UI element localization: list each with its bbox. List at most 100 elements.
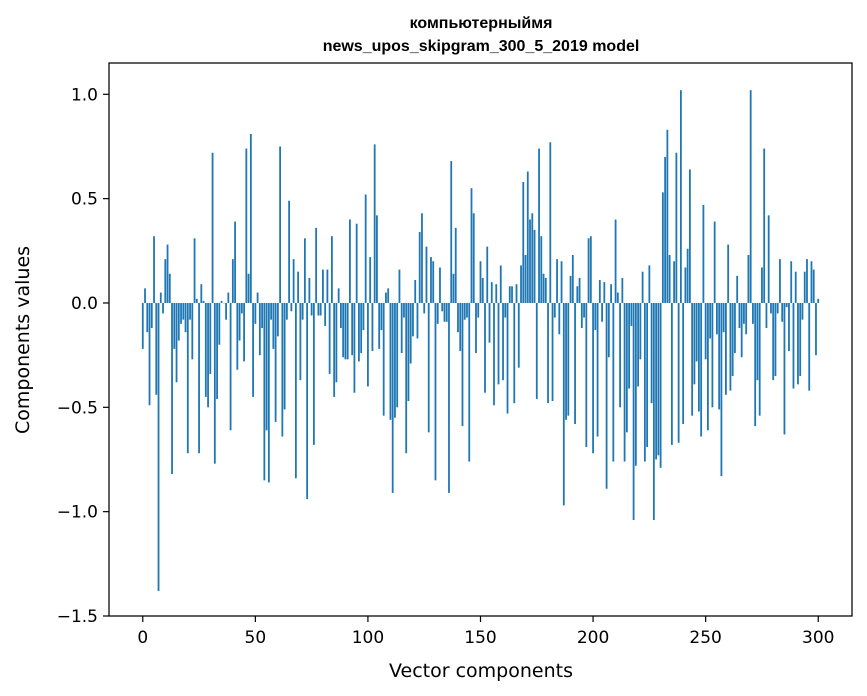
bar-267	[743, 302, 745, 324]
bar-15	[175, 302, 178, 383]
bar-241	[684, 267, 687, 303]
bar-61	[279, 146, 282, 303]
bar-30	[209, 302, 212, 374]
x-axis-ticks: 0 50 100 150 200 250 300	[137, 616, 834, 648]
bar-111	[391, 302, 394, 493]
bar-200	[592, 302, 594, 454]
bar-183	[553, 302, 556, 318]
bar-110	[389, 302, 392, 420]
bar-113	[396, 302, 399, 408]
bar-185	[558, 302, 561, 335]
bar-17	[180, 302, 182, 324]
bar-112	[394, 302, 396, 418]
bar-163	[508, 286, 511, 303]
bar-277	[765, 302, 768, 329]
bar-137	[450, 161, 453, 303]
y-tick-label: 0.0	[71, 294, 98, 314]
bar-265	[738, 302, 741, 329]
bar-133	[441, 302, 444, 312]
x-tick-label: 150	[464, 628, 496, 648]
bar-147	[472, 213, 475, 303]
bar-191	[571, 254, 574, 303]
bar-207	[607, 302, 610, 358]
bar-251	[707, 302, 709, 431]
bar-91	[346, 302, 349, 360]
bar-8	[159, 292, 162, 303]
x-tick-label: 100	[352, 628, 384, 648]
bar-186	[560, 261, 563, 303]
bar-81	[324, 302, 327, 326]
bar-78	[317, 302, 320, 316]
bar-243	[688, 169, 691, 303]
bar-177	[540, 236, 543, 303]
bar-94	[353, 302, 356, 393]
bar-279	[770, 302, 772, 314]
bar-18	[182, 302, 185, 320]
bar-260	[727, 244, 730, 303]
bar-56	[267, 302, 270, 483]
bar-103	[373, 144, 376, 303]
bar-141	[459, 302, 462, 351]
bar-143	[463, 302, 466, 320]
bar-286	[785, 302, 788, 308]
bar-164	[511, 286, 513, 303]
bar-129	[432, 261, 435, 303]
bar-270	[749, 90, 752, 303]
bar-181	[549, 142, 552, 303]
bar-230	[659, 302, 662, 468]
bar-224	[646, 302, 649, 447]
bar-222	[641, 271, 644, 303]
y-axis-ticks: −1.5 −1.0 −0.5 0.0 0.5 1.0	[57, 85, 109, 627]
bar-228	[655, 302, 658, 460]
x-tick-label: 250	[689, 628, 721, 648]
bar-140	[457, 302, 459, 333]
bar-55	[265, 302, 268, 431]
y-axis-label: Components values	[12, 246, 34, 434]
bar-57	[270, 302, 273, 320]
bar-208	[610, 284, 612, 303]
bar-229	[657, 302, 660, 456]
bar-252	[709, 302, 712, 339]
bar-19	[184, 302, 187, 333]
bar-135	[445, 302, 448, 322]
bar-65	[288, 200, 291, 303]
bar-39	[229, 302, 232, 431]
bar-240	[682, 302, 685, 425]
bar-189	[567, 302, 570, 416]
bar-7	[157, 302, 160, 591]
bar-44	[240, 302, 243, 314]
bar-47	[247, 273, 250, 303]
bar-168	[520, 265, 522, 303]
bar-25	[198, 302, 200, 454]
bar-77	[315, 227, 318, 303]
bar-194	[578, 277, 581, 303]
bar-154	[488, 302, 491, 343]
bar-203	[598, 280, 601, 303]
y-tick-label: −1.0	[57, 503, 98, 523]
bar-84	[330, 236, 333, 303]
x-axis-label: Vector components	[389, 660, 573, 682]
bar-10	[164, 259, 167, 303]
bar-93	[351, 302, 354, 356]
bar-295	[806, 259, 808, 303]
bar-212	[619, 302, 621, 408]
bar-184	[556, 259, 558, 303]
bar-160	[502, 302, 504, 381]
bars-group	[141, 90, 820, 591]
bar-204	[601, 302, 603, 322]
bar-142	[461, 302, 464, 427]
bar-272	[754, 302, 757, 427]
bar-145	[468, 302, 471, 462]
bar-144	[466, 302, 468, 318]
bar-115	[400, 302, 403, 354]
bar-282	[776, 302, 779, 314]
bar-215	[625, 302, 628, 433]
bar-116	[403, 302, 405, 318]
bar-50	[254, 302, 257, 324]
bar-269	[747, 254, 750, 303]
bar-75	[310, 302, 313, 316]
bar-59	[274, 302, 277, 422]
bar-66	[290, 302, 293, 312]
bar-127	[427, 302, 430, 433]
bar-134	[443, 302, 446, 322]
